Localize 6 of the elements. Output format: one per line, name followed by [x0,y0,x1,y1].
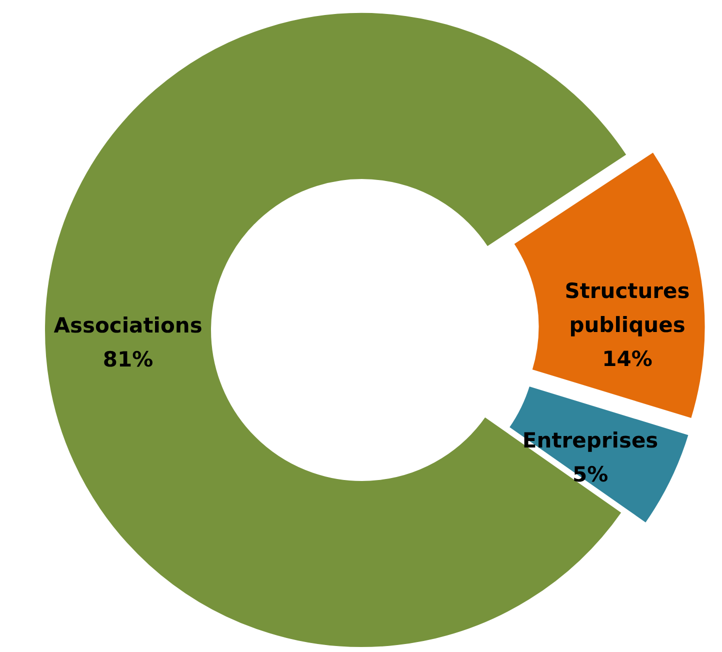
data-label: 5% [572,462,608,486]
slice-label: Structures publiques [564,278,690,337]
data-label: 81% [102,348,154,372]
slice-label: Associations [54,314,202,338]
slice-label: Entreprises [522,428,658,452]
data-label: 14% [602,346,652,371]
